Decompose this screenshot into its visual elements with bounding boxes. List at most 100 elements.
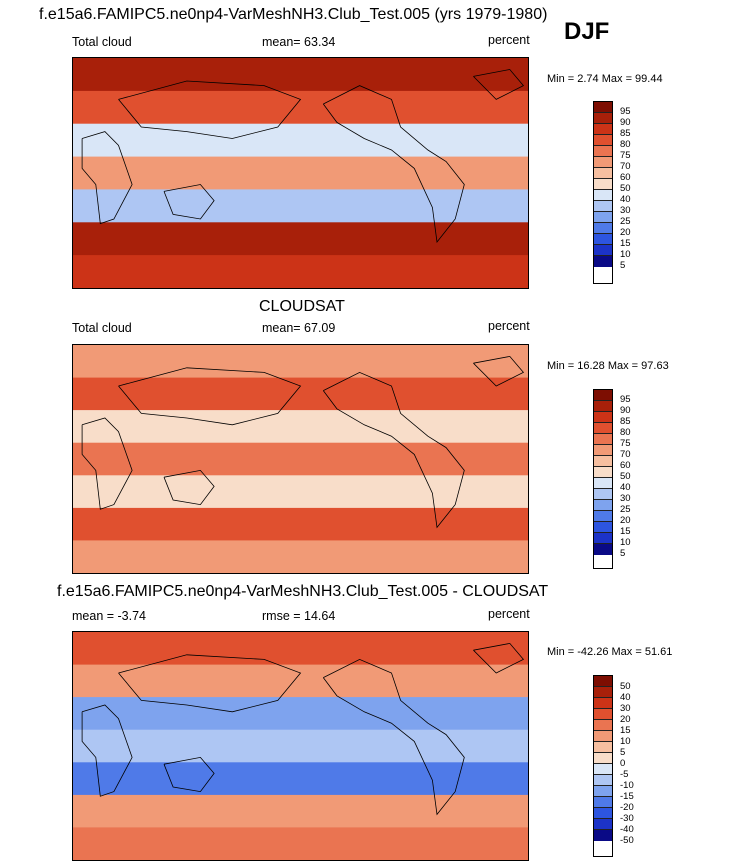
panel2-variable-label: Total cloud (72, 321, 132, 335)
colorbar-swatch (594, 135, 612, 146)
colorbar-swatch (594, 830, 612, 841)
colorbar-tick-label: 20 (620, 227, 631, 238)
colorbar-swatch (594, 190, 612, 201)
colorbar-tick-label: 5 (620, 548, 626, 559)
colorbar-tick-label: 90 (620, 117, 631, 128)
colorbar-tick-label: -30 (620, 813, 634, 824)
panel2-map-svg (73, 345, 528, 573)
lat-band-10N-30N (73, 123, 528, 158)
panel2-mean-label: mean= 67.09 (262, 321, 336, 335)
lat-band-10S-30S (73, 189, 528, 223)
coastline (118, 367, 302, 426)
colorbar-swatch (594, 456, 612, 467)
colorbar-swatch (594, 201, 612, 212)
colorbar-tick-label: 10 (620, 249, 631, 260)
colorbar-tick-label: 70 (620, 449, 631, 460)
colorbar-tick-label: 90 (620, 405, 631, 416)
colorbar-tick-label: 75 (620, 150, 631, 161)
colorbar-tick-label: 20 (620, 714, 631, 725)
panel2-colorbar (593, 389, 613, 569)
panel3-rmse-label: rmse = 14.64 (262, 609, 336, 623)
colorbar-tick-label: 40 (620, 194, 631, 205)
coastline (322, 658, 465, 816)
colorbar-swatch (594, 256, 612, 267)
colorbar-swatch (594, 676, 612, 687)
colorbar-tick-label: 50 (620, 183, 631, 194)
panel1-colorbar (593, 101, 613, 284)
colorbar-swatch (594, 764, 612, 775)
panel3-colorbar (593, 675, 613, 857)
coastline (473, 642, 525, 674)
coastline (163, 184, 215, 220)
colorbar-tick-label: -5 (620, 769, 629, 780)
colorbar-swatch (594, 544, 612, 555)
coastline (118, 80, 302, 139)
colorbar-swatch (594, 401, 612, 412)
lat-band-30S-60S (73, 222, 528, 256)
coastline (81, 417, 133, 510)
lat-band-60N-90N (73, 58, 528, 92)
colorbar-swatch (594, 234, 612, 245)
season-label: DJF (564, 18, 610, 45)
colorbar-swatch (594, 819, 612, 830)
colorbar-tick-label: 15 (620, 526, 631, 537)
colorbar-tick-label: 30 (620, 493, 631, 504)
panel1-mean-label: mean= 63.34 (262, 35, 336, 49)
lat-band-30S-60S (73, 794, 528, 828)
colorbar-swatch (594, 113, 612, 124)
colorbar-swatch (594, 434, 612, 445)
colorbar-tick-label: -10 (620, 780, 634, 791)
colorbar-tick-label: 10 (620, 736, 631, 747)
colorbar-swatch (594, 478, 612, 489)
colorbar-tick-label: -40 (620, 824, 634, 835)
panel3-map-svg (73, 632, 528, 860)
lat-band-60N-90N (73, 632, 528, 666)
coastline (473, 69, 525, 100)
lat-band-60S-90S (73, 827, 528, 860)
colorbar-tick-label: 85 (620, 128, 631, 139)
panel2-minmax: Min = 16.28 Max = 97.63 (547, 360, 669, 372)
lat-band-10S-30S (73, 475, 528, 509)
lat-band-10S-10N (73, 156, 528, 190)
panel2-map (72, 344, 529, 574)
coastline (322, 85, 465, 243)
colorbar-tick-label: 50 (620, 681, 631, 692)
lat-band-10S-10N (73, 442, 528, 476)
colorbar-swatch (594, 146, 612, 157)
colorbar-swatch (594, 731, 612, 742)
colorbar-swatch (594, 720, 612, 731)
colorbar-tick-label: 70 (620, 161, 631, 172)
colorbar-tick-label: -20 (620, 802, 634, 813)
colorbar-swatch (594, 511, 612, 522)
colorbar-swatch (594, 709, 612, 720)
panel2-title: CLOUDSAT (259, 298, 345, 315)
lat-band-60S-90S (73, 540, 528, 573)
colorbar-swatch (594, 445, 612, 456)
colorbar-tick-label: 30 (620, 205, 631, 216)
panel1-variable-label: Total cloud (72, 35, 132, 49)
colorbar-swatch (594, 687, 612, 698)
colorbar-swatch (594, 698, 612, 709)
panel1-minmax: Min = 2.74 Max = 99.44 (547, 73, 663, 85)
panel1-colorbar-labels: 95 90 85 80 75 70 60 50 40 30 25 20 15 10 5 (620, 106, 631, 271)
lat-band-60N-90N (73, 345, 528, 379)
lat-band-30S-60S (73, 507, 528, 541)
colorbar-swatch (594, 124, 612, 135)
colorbar-swatch (594, 212, 612, 223)
colorbar-tick-label: 95 (620, 106, 631, 117)
colorbar-swatch (594, 489, 612, 500)
lat-band-60S-90S (73, 255, 528, 288)
colorbar-swatch (594, 522, 612, 533)
lat-band-30N-60N (73, 377, 528, 411)
panel3-colorbar-labels: 50 40 30 20 15 10 5 0 -5 -10 -15 -20 -30 -40 -50 (620, 681, 634, 846)
coastline (81, 131, 133, 225)
colorbar-swatch (594, 168, 612, 179)
colorbar-tick-label: 20 (620, 515, 631, 526)
colorbar-tick-label: 95 (620, 394, 631, 405)
colorbar-tick-label: 15 (620, 725, 631, 736)
colorbar-swatch (594, 223, 612, 234)
colorbar-tick-label: 30 (620, 703, 631, 714)
colorbar-swatch (594, 157, 612, 168)
lat-band-30N-60N (73, 664, 528, 698)
colorbar-swatch (594, 808, 612, 819)
